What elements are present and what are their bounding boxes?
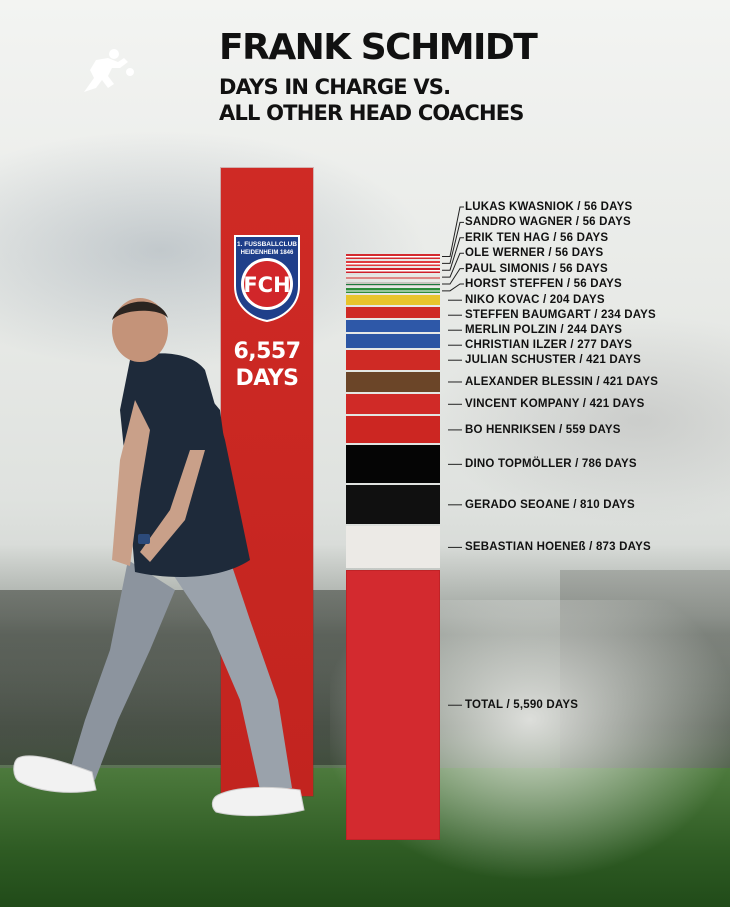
segment-label-steffen-baumgart: STEFFEN BAUMGART / 234 DAYS [465, 309, 656, 322]
connector-line [442, 252, 464, 278]
connector-line [442, 206, 464, 257]
bar-segment-sebastian-hoene- [346, 526, 440, 569]
bar-segment-sandro-wagner [346, 260, 440, 266]
connector-line [442, 221, 464, 264]
label-connectors [442, 206, 464, 706]
segment-label-paul-simonis: PAUL SIMONIS / 56 DAYS [465, 262, 608, 275]
segment-label-julian-schuster: JULIAN SCHUSTER / 421 DAYS [465, 354, 642, 367]
segment-label-sebastian-hoene-: SEBASTIAN HOENEß / 873 DAYS [465, 541, 651, 554]
connector-line [442, 268, 464, 285]
crest-text-line2: HEIDENHEIM 1846 [241, 250, 294, 256]
bar-segment-paul-simonis [346, 281, 440, 287]
bar-segment-niko-kovac [346, 295, 440, 306]
segment-label-total: TOTAL / 5,590 DAYS [465, 699, 579, 712]
segment-label-dino-topm-ller: DINO TOPMÖLLER / 786 DAYS [465, 458, 637, 471]
page-subtitle-line1: DAYS IN CHARGE VS. [219, 75, 451, 99]
club-crest-icon: 1. FUSSBALLCLUB HEIDENHEIM 1846 FCH [234, 235, 300, 322]
bar-segment-ole-werner [346, 274, 440, 280]
bar-segment-steffen-baumgart [346, 307, 440, 319]
bar-segment-merlin-polzin [346, 320, 440, 333]
segment-label-merlin-polzin: MERLIN POLZIN / 244 DAYS [465, 324, 623, 337]
main-bar-value-unit: DAYS [235, 366, 299, 391]
bar-segment-erik-ten-hag [346, 267, 440, 273]
segment-label-bo-henriksen: BO HENRIKSEN / 559 DAYS [465, 423, 621, 436]
stacked-bar-other-coaches [346, 254, 440, 840]
crest-monogram: FCH [243, 273, 290, 297]
connector-line [442, 237, 464, 271]
segment-label-sandro-wagner: SANDRO WAGNER / 56 DAYS [465, 216, 631, 229]
segment-label-lukas-kwasniok: LUKAS KWASNIOK / 56 DAYS [465, 201, 633, 213]
bar-segment-alexander-blessin [346, 371, 440, 393]
segment-label-erik-ten-hag: ERIK TEN HAG / 56 DAYS [465, 231, 609, 244]
bar-segment-bo-henriksen [346, 416, 440, 444]
bar-segment-lukas-kwasniok [346, 254, 440, 259]
segment-label-ole-werner: OLE WERNER / 56 DAYS [465, 247, 604, 260]
bar-segment-vincent-kompany [346, 394, 440, 415]
league-logo-icon [84, 49, 134, 92]
bar-segment-gerado-seoane [346, 485, 440, 525]
title-block: FRANK SCHMIDT DAYS IN CHARGE VS. ALL OTH… [219, 27, 538, 126]
crest-text-line1: 1. FUSSBALLCLUB [237, 241, 297, 248]
segment-label-vincent-kompany: VINCENT KOMPANY / 421 DAYS [465, 398, 645, 411]
bar-segment-total [346, 570, 440, 840]
page-title: FRANK SCHMIDT [219, 27, 538, 68]
bar-segment-horst-steffen [346, 288, 440, 294]
segment-label-christian-ilzer: CHRISTIAN ILZER / 277 DAYS [465, 339, 633, 352]
coach-figure [13, 298, 305, 817]
segment-label-alexander-blessin: ALEXANDER BLESSIN / 421 DAYS [465, 375, 659, 388]
segment-label-niko-kovac: NIKO KOVAC / 204 DAYS [465, 294, 605, 307]
bar-segment-christian-ilzer [346, 334, 440, 348]
connector-line [442, 283, 464, 292]
segment-label-gerado-seoane: GERADO SEOANE / 810 DAYS [465, 498, 635, 511]
main-bar-value: 6,557 DAYS [221, 338, 313, 392]
bar-segment-dino-topm-ller [346, 445, 440, 484]
page-subtitle-line2: ALL OTHER HEAD COACHES [219, 101, 524, 125]
bar-segment-julian-schuster [346, 349, 440, 370]
segment-label-horst-steffen: HORST STEFFEN / 56 DAYS [465, 278, 622, 290]
main-bar-value-number: 6,557 [233, 339, 301, 364]
